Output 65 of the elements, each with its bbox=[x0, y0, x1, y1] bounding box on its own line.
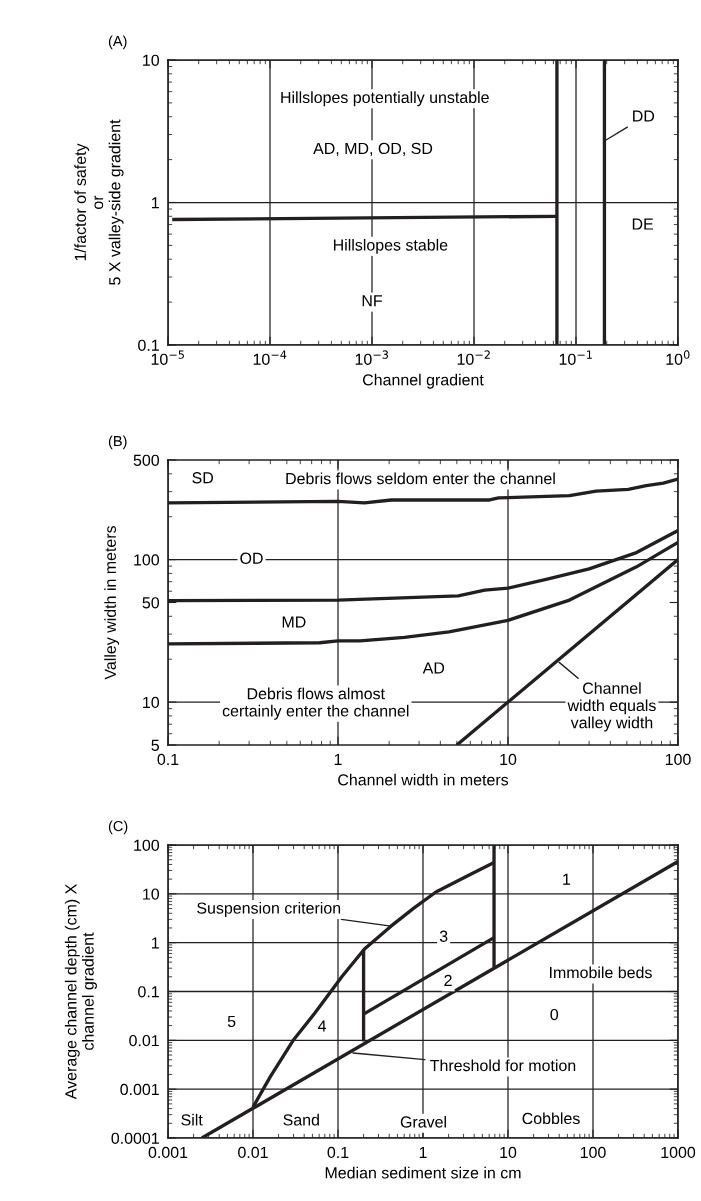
annotation: Debris flows seldom enter the channel bbox=[286, 472, 555, 485]
annotation: 2 bbox=[444, 974, 452, 986]
x-tick-label: 1000 bbox=[661, 1146, 696, 1159]
annotation: Hillslopes potentially unstable bbox=[281, 91, 489, 107]
y-tick-label: 0.1 bbox=[138, 339, 159, 351]
x-tick-label: 10 bbox=[500, 753, 517, 766]
annotation: OD bbox=[240, 552, 263, 564]
y-tick-label: 1 bbox=[152, 197, 159, 209]
annotation: 4 bbox=[318, 1020, 327, 1032]
annotation: Hillslopes stable bbox=[333, 238, 448, 254]
y-axis-title: Valley width in meters bbox=[104, 525, 120, 680]
x-tick-label: 100 bbox=[665, 753, 691, 766]
x-tick-label: 10$^{0}$ bbox=[666, 350, 690, 365]
annotation: Silt bbox=[181, 1113, 203, 1126]
annotation: DD bbox=[633, 110, 655, 122]
y-tick-label: 10 bbox=[143, 888, 160, 900]
annotation: SD bbox=[192, 472, 214, 484]
x-tick-label: 10$^{−1}$ bbox=[559, 350, 592, 365]
annotation: Sand bbox=[283, 1113, 319, 1126]
annotation: AD bbox=[422, 662, 445, 674]
x-tick-label: 10$^{−3}$ bbox=[355, 350, 389, 365]
annotation: MD bbox=[282, 616, 306, 628]
annotation: 0 bbox=[550, 1008, 559, 1021]
y-tick-label: 10 bbox=[143, 696, 160, 709]
chart-title: (B) bbox=[108, 435, 127, 450]
annotation: 5 bbox=[227, 1015, 236, 1028]
x-tick-label: 0.01 bbox=[238, 1146, 268, 1159]
annotation: Channel width equals valley width bbox=[567, 682, 656, 732]
y-tick-label: 1 bbox=[152, 937, 159, 949]
x-tick-label: 0.1 bbox=[327, 1146, 349, 1159]
annotation: Debris flows almost certainly enter the channel bbox=[222, 687, 409, 720]
x-tick-label: 10 bbox=[500, 1146, 517, 1159]
annotation: Gravel bbox=[400, 1115, 446, 1128]
y-tick-label: 10 bbox=[143, 54, 160, 66]
annotation: AD, MD, OD, SD bbox=[313, 142, 433, 156]
y-tick-label: 0.001 bbox=[120, 1083, 159, 1096]
y-tick-label: 100 bbox=[134, 554, 160, 566]
annotation: Cobbles bbox=[522, 1112, 580, 1125]
y-tick-label: 0.1 bbox=[138, 986, 159, 998]
annotation: Immobile beds bbox=[550, 966, 652, 979]
x-tick-label: 10$^{−4}$ bbox=[253, 350, 287, 365]
x-tick-label: 10$^{−5}$ bbox=[151, 350, 184, 365]
annotation: DE bbox=[632, 218, 654, 230]
y-tick-label: 0.01 bbox=[129, 1034, 159, 1047]
annotation: Suspension criterion bbox=[197, 902, 341, 917]
x-tick-label: 10$^{−2}$ bbox=[457, 350, 490, 365]
y-axis-title: 1/factor of safety or 5 X valley-side gradient bbox=[74, 119, 124, 285]
x-tick-label: 100 bbox=[580, 1146, 606, 1159]
x-axis-title: Median sediment size in cm bbox=[325, 1166, 521, 1179]
annotation: 1 bbox=[563, 873, 571, 885]
y-tick-label: 500 bbox=[133, 454, 160, 466]
chart-title: (A) bbox=[108, 35, 127, 50]
annotation: NF bbox=[362, 295, 383, 307]
annotation: Threshold for motion bbox=[430, 1059, 576, 1072]
annotation: 3 bbox=[439, 930, 448, 942]
y-tick-label: 0.0001 bbox=[111, 1132, 159, 1144]
x-tick-label: 1 bbox=[419, 1146, 427, 1158]
x-axis-title: Channel width in meters bbox=[338, 773, 509, 786]
y-axis-title: Average channel depth (cm) X channel gradient bbox=[64, 884, 97, 1100]
y-tick-label: 5 bbox=[151, 739, 159, 751]
x-tick-label: 1 bbox=[334, 753, 342, 765]
chart-title: (C) bbox=[108, 820, 128, 835]
y-tick-label: 100 bbox=[134, 839, 160, 851]
x-axis-title: Channel gradient bbox=[362, 373, 484, 389]
y-tick-label: 50 bbox=[142, 597, 160, 609]
